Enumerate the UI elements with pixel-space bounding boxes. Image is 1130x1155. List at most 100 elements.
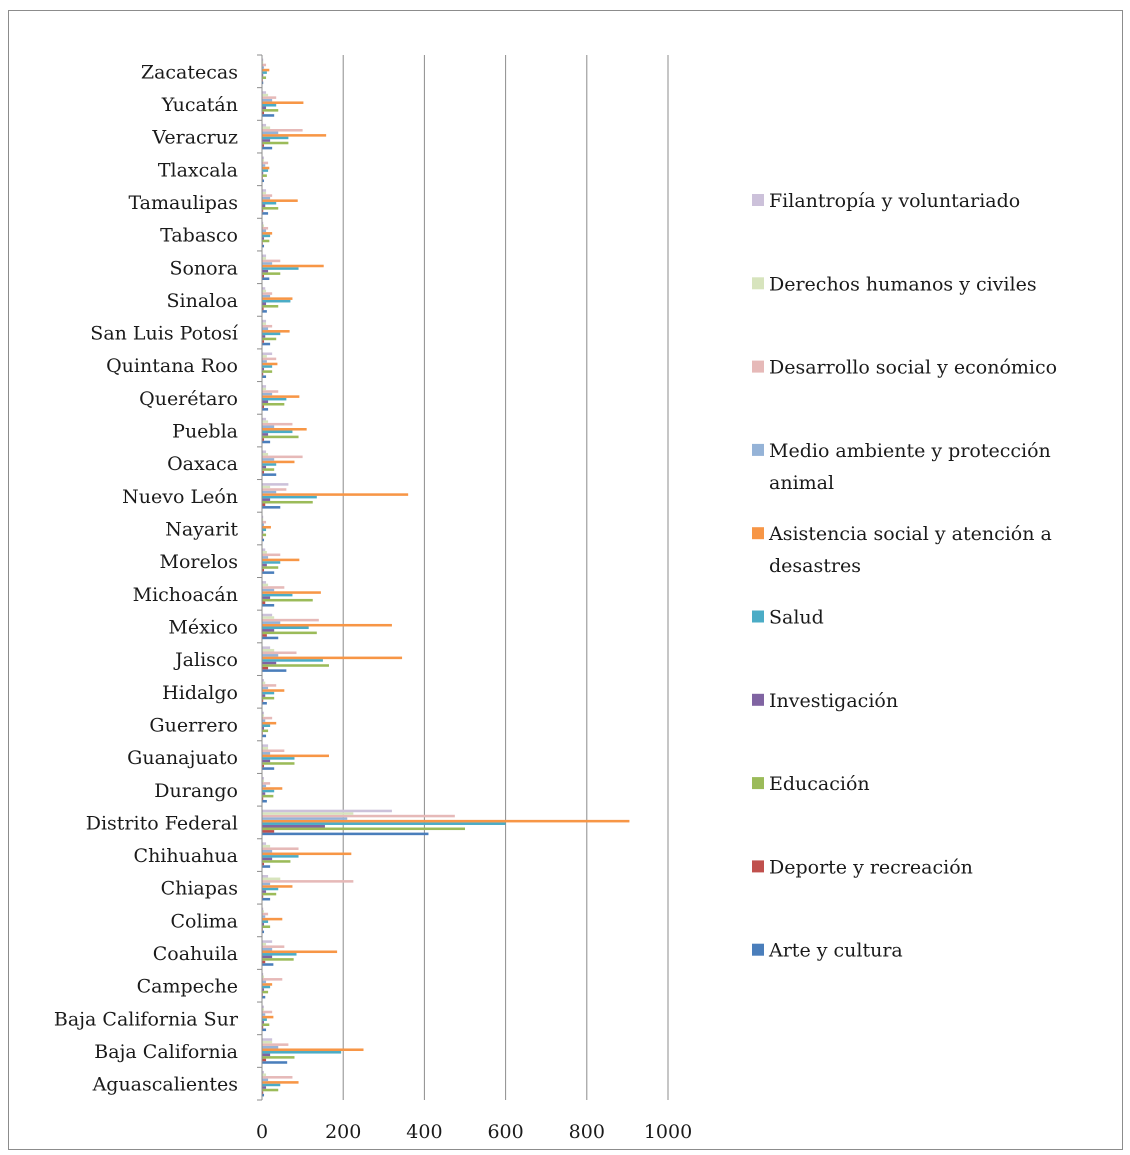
bar-deporte-y-recreacion-chihuahua xyxy=(262,862,265,866)
bar-desarrollo-social-y-economico-chihuahua xyxy=(262,847,299,850)
bar-investigacion-tamaulipas xyxy=(262,204,266,208)
legend-swatch xyxy=(752,360,764,373)
bar-medio-ambiente-y-proteccion-animal-durango xyxy=(262,784,267,788)
legend-item-arte-y-cultura: Arte y cultura xyxy=(752,940,903,962)
bar-deporte-y-recreacion-chiapas xyxy=(262,895,264,898)
bar-arte-y-cultura-mexico xyxy=(262,636,279,640)
bar-salud-veracruz xyxy=(262,136,289,140)
bar-investigacion-nayarit xyxy=(262,531,264,534)
bar-asistencia-social-y-atencion-a-desastres-nuevo-leon xyxy=(262,493,409,496)
y-tick-label-tabasco: Tabasco xyxy=(160,225,238,247)
bar-investigacion-chiapas xyxy=(262,890,267,893)
bar-arte-y-cultura-sinaloa xyxy=(262,310,267,313)
bar-filantropia-y-voluntariado-san-luis-potosi xyxy=(262,319,267,323)
bar-arte-y-cultura-nayarit xyxy=(262,538,265,542)
bar-arte-y-cultura-quintana-roo xyxy=(262,375,267,378)
bar-medio-ambiente-y-proteccion-animal-coahuila xyxy=(262,947,273,951)
bar-educacion-zacatecas xyxy=(262,76,267,79)
y-tick-label-chihuahua: Chihuahua xyxy=(134,845,238,867)
bar-desarrollo-social-y-economico-tlaxcala xyxy=(262,161,269,165)
legend-swatch xyxy=(752,777,764,790)
bar-desarrollo-social-y-economico-sinaloa xyxy=(262,292,273,295)
y-tick-label-guerrero: Guerrero xyxy=(149,714,238,736)
bar-derechos-humanos-y-civiles-queretaro xyxy=(262,387,267,391)
bar-deporte-y-recreacion-yucatan xyxy=(262,111,265,115)
bar-educacion-distrito-federal xyxy=(262,827,465,831)
bar-filantropia-y-voluntariado-tlaxcala xyxy=(262,156,265,160)
bar-desarrollo-social-y-economico-chiapas xyxy=(262,880,354,883)
bar-desarrollo-social-y-economico-oaxaca xyxy=(262,455,303,459)
bar-educacion-durango xyxy=(262,794,274,798)
bar-arte-y-cultura-tamaulipas xyxy=(262,212,269,215)
bar-investigacion-campeche xyxy=(262,988,265,991)
y-tick-label-veracruz: Veracruz xyxy=(151,127,238,149)
bar-desarrollo-social-y-economico-campeche xyxy=(262,978,283,981)
bar-asistencia-social-y-atencion-a-desastres-yucatan xyxy=(262,101,304,104)
bar-salud-sonora xyxy=(262,267,299,270)
bar-desarrollo-social-y-economico-puebla xyxy=(262,422,293,426)
bar-desarrollo-social-y-economico-morelos xyxy=(262,553,281,557)
bar-asistencia-social-y-atencion-a-desastres-baja-california-sur xyxy=(262,1015,274,1019)
legend-swatch xyxy=(752,860,764,873)
bar-medio-ambiente-y-proteccion-animal-morelos xyxy=(262,556,269,559)
bar-educacion-baja-california-sur xyxy=(262,1023,270,1027)
legend-label: Derechos humanos y civiles xyxy=(769,273,1037,295)
bar-salud-oaxaca xyxy=(262,463,277,466)
bar-investigacion-aguascalientes xyxy=(262,1086,267,1089)
bar-medio-ambiente-y-proteccion-animal-yucatan xyxy=(262,98,273,102)
bar-arte-y-cultura-distrito-federal xyxy=(262,832,429,836)
legend-label: Salud xyxy=(769,607,824,629)
y-tick-label-mexico: México xyxy=(168,616,238,638)
legend-label: Filantropía y voluntariado xyxy=(769,190,1020,212)
bar-arte-y-cultura-queretaro xyxy=(262,408,269,411)
bar-deporte-y-recreacion-veracruz xyxy=(262,144,265,147)
y-tick-label-durango: Durango xyxy=(154,780,238,802)
bar-deporte-y-recreacion-queretaro xyxy=(262,405,265,409)
bar-derechos-humanos-y-civiles-guanajuato xyxy=(262,746,269,750)
bar-filantropia-y-voluntariado-durango xyxy=(262,777,265,780)
bar-medio-ambiente-y-proteccion-animal-nuevo-leon xyxy=(262,490,277,494)
bar-filantropia-y-voluntariado-baja-california-sur xyxy=(262,1005,265,1009)
bar-arte-y-cultura-puebla xyxy=(262,440,271,444)
y-tick-label-san-luis-potosi: San Luis Potosí xyxy=(90,323,239,345)
bar-derechos-humanos-y-civiles-quintana-roo xyxy=(262,355,267,358)
bar-investigacion-guerrero xyxy=(262,727,265,730)
bar-educacion-campeche xyxy=(262,990,269,994)
bar-educacion-queretaro xyxy=(262,402,285,406)
bar-salud-campeche xyxy=(262,985,271,989)
bar-filantropia-y-voluntariado-hidalgo xyxy=(262,679,265,682)
y-tick-label-quintana-roo: Quintana Roo xyxy=(106,355,238,377)
bar-deporte-y-recreacion-oaxaca xyxy=(262,470,265,474)
bar-medio-ambiente-y-proteccion-animal-baja-california xyxy=(262,1045,279,1049)
y-tick-label-chiapas: Chiapas xyxy=(161,878,238,900)
bar-derechos-humanos-y-civiles-durango xyxy=(262,779,265,783)
bar-arte-y-cultura-guerrero xyxy=(262,734,267,738)
bar-medio-ambiente-y-proteccion-animal-campeche xyxy=(262,980,267,984)
bar-deporte-y-recreacion-morelos xyxy=(262,568,265,572)
x-tick-label: 800 xyxy=(569,1121,605,1143)
bar-desarrollo-social-y-economico-coahuila xyxy=(262,945,285,948)
bar-investigacion-veracruz xyxy=(262,139,271,142)
bar-investigacion-yucatan xyxy=(262,106,267,110)
bar-derechos-humanos-y-civiles-baja-california-sur xyxy=(262,1008,265,1011)
bar-desarrollo-social-y-economico-guerrero xyxy=(262,716,273,720)
bar-arte-y-cultura-jalisco xyxy=(262,669,287,672)
bar-asistencia-social-y-atencion-a-desastres-nayarit xyxy=(262,525,271,529)
bar-derechos-humanos-y-civiles-aguascalientes xyxy=(262,1073,267,1077)
legend-item-medio-ambiente-y-proteccion-animal: Medio ambiente y protección animal xyxy=(752,440,1051,494)
bar-desarrollo-social-y-economico-nayarit xyxy=(262,520,267,524)
bar-investigacion-oaxaca xyxy=(262,465,267,469)
bar-arte-y-cultura-hidalgo xyxy=(262,701,267,705)
bar-asistencia-social-y-atencion-a-desastres-guanajuato xyxy=(262,754,329,758)
bar-filantropia-y-voluntariado-michoacan xyxy=(262,581,267,584)
y-tick-label-guanajuato: Guanajuato xyxy=(127,747,238,769)
bar-medio-ambiente-y-proteccion-animal-oaxaca xyxy=(262,458,275,461)
bar-filantropia-y-voluntariado-zacatecas xyxy=(262,58,264,62)
bar-desarrollo-social-y-economico-quintana-roo xyxy=(262,357,277,361)
bar-asistencia-social-y-atencion-a-desastres-quintana-roo xyxy=(262,362,278,366)
bar-educacion-yucatan xyxy=(262,109,279,112)
bar-filantropia-y-voluntariado-jalisco xyxy=(262,646,271,649)
bar-asistencia-social-y-atencion-a-desastres-sinaloa xyxy=(262,297,293,300)
bar-filantropia-y-voluntariado-chihuahua xyxy=(262,842,267,845)
